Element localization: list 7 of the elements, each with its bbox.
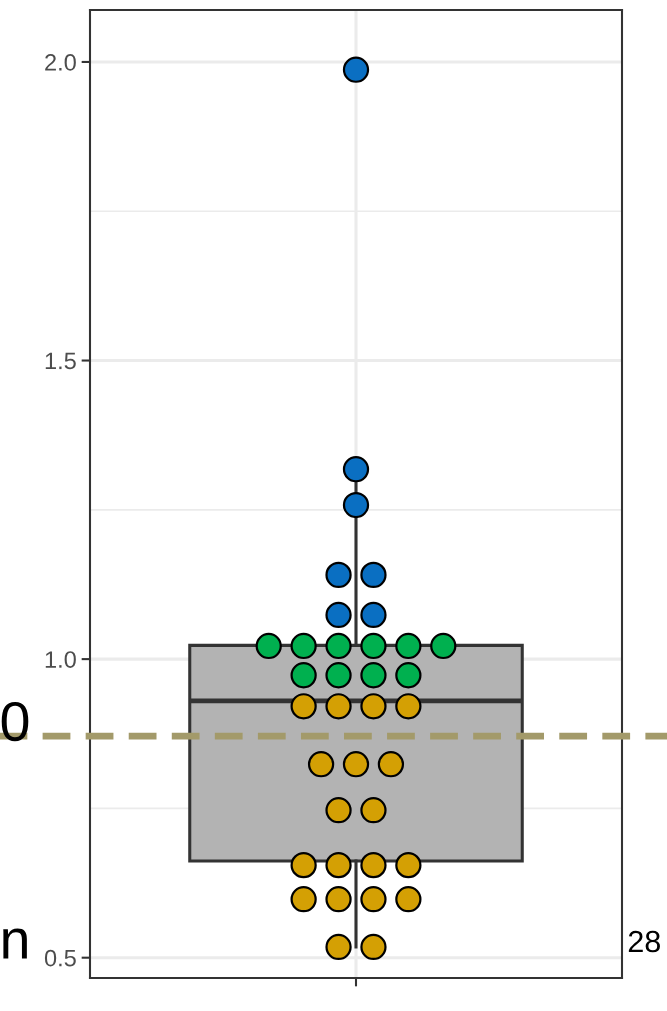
- text: 28: [628, 930, 660, 953]
- text: 0: [1, 701, 29, 742]
- y-tick-label: 2.0: [45, 54, 76, 71]
- y-tick-label: 0.5: [44, 949, 76, 967]
- y-tick-label: 1.5: [45, 352, 76, 370]
- text: n: [3, 928, 27, 959]
- y-tick-label: 1.0: [45, 651, 76, 668]
